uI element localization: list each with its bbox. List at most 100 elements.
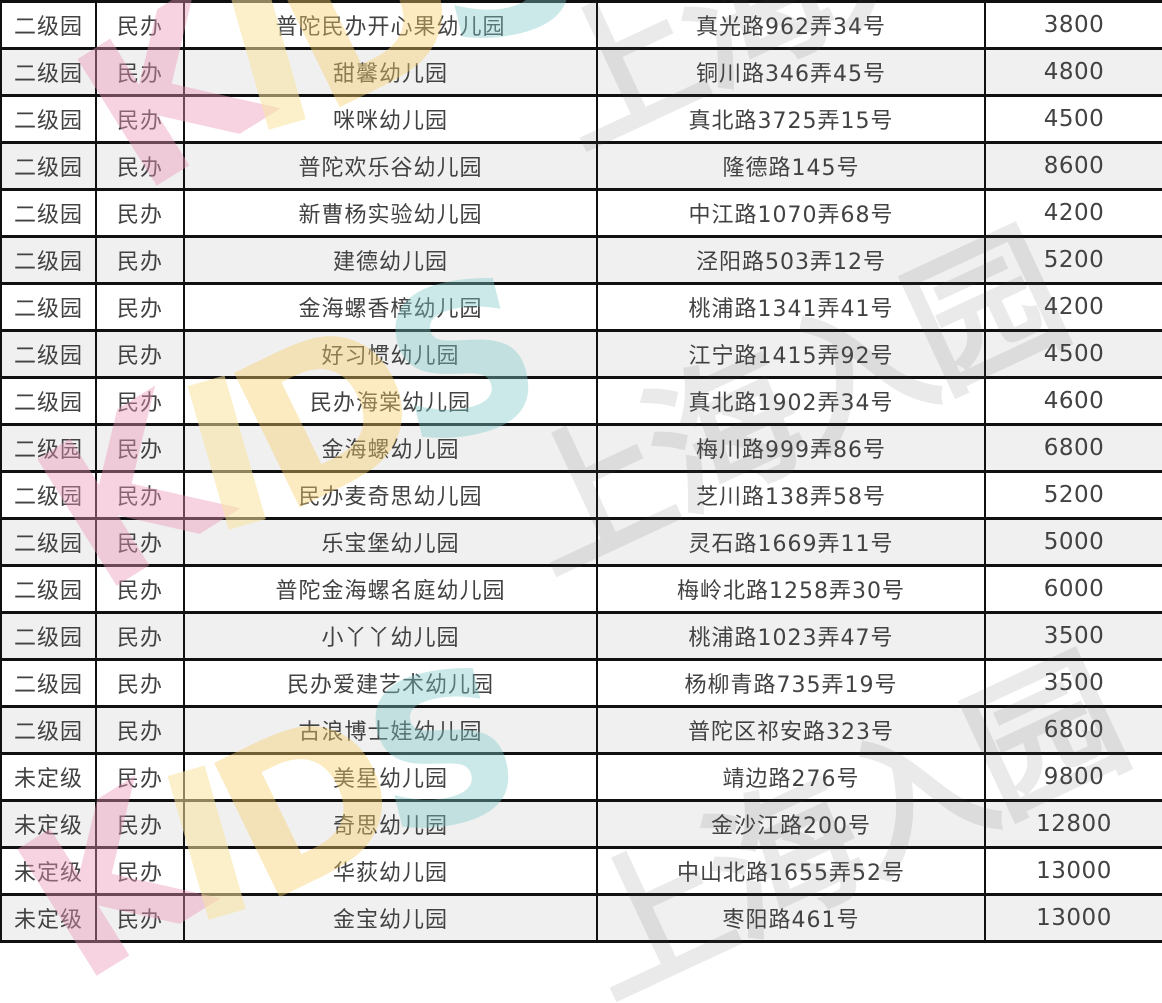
price-cell: 6800 [984,423,1162,473]
price-cell: 5000 [984,517,1162,567]
type-cell: 民办 [95,188,185,238]
level-cell: 未定级 [0,846,97,896]
price-cell: 4200 [984,282,1162,332]
type-cell: 民办 [95,0,185,50]
price-cell: 4800 [984,47,1162,97]
price-cell: 4500 [984,329,1162,379]
table-row: 二级园 民办 甜馨幼儿园 铜川路346弄45号 4800 [0,47,1162,97]
type-cell: 民办 [95,329,185,379]
price-cell: 4500 [984,94,1162,144]
address-cell: 真北路1902弄34号 [596,376,986,426]
price-cell: 12800 [984,799,1162,849]
address-cell: 铜川路346弄45号 [596,47,986,97]
name-cell: 民办海棠幼儿园 [183,376,598,426]
type-cell: 民办 [95,564,185,614]
address-cell: 泾阳路503弄12号 [596,235,986,285]
address-cell: 枣阳路461号 [596,893,986,943]
level-cell: 二级园 [0,611,97,661]
name-cell: 普陀民办开心果幼儿园 [183,0,598,50]
address-cell: 金沙江路200号 [596,799,986,849]
price-cell: 3800 [984,0,1162,50]
address-cell: 杨柳青路735弄19号 [596,658,986,708]
price-cell: 4600 [984,376,1162,426]
name-cell: 金海螺香樟幼儿园 [183,282,598,332]
price-cell: 13000 [984,846,1162,896]
level-cell: 二级园 [0,329,97,379]
table-row: 未定级 民办 华荻幼儿园 中山北路1655弄52号 13000 [0,846,1162,896]
name-cell: 建德幼儿园 [183,235,598,285]
price-cell: 3500 [984,611,1162,661]
name-cell: 好习惯幼儿园 [183,329,598,379]
name-cell: 甜馨幼儿园 [183,47,598,97]
type-cell: 民办 [95,611,185,661]
level-cell: 二级园 [0,470,97,520]
level-cell: 未定级 [0,893,97,943]
level-cell: 二级园 [0,705,97,755]
price-cell: 9800 [984,752,1162,802]
address-cell: 真光路962弄34号 [596,0,986,50]
address-cell: 灵石路1669弄11号 [596,517,986,567]
type-cell: 民办 [95,235,185,285]
address-cell: 靖边路276号 [596,752,986,802]
type-cell: 民办 [95,141,185,191]
table-row: 二级园 民办 民办麦奇思幼儿园 芝川路138弄58号 5200 [0,470,1162,520]
table-row: 二级园 民办 民办海棠幼儿园 真北路1902弄34号 4600 [0,376,1162,426]
level-cell: 未定级 [0,752,97,802]
type-cell: 民办 [95,893,185,943]
table-row: 二级园 民办 古浪博士娃幼儿园 普陀区祁安路323号 6800 [0,705,1162,755]
name-cell: 奇思幼儿园 [183,799,598,849]
name-cell: 新曹杨实验幼儿园 [183,188,598,238]
address-cell: 桃浦路1341弄41号 [596,282,986,332]
type-cell: 民办 [95,423,185,473]
level-cell: 二级园 [0,517,97,567]
level-cell: 二级园 [0,94,97,144]
address-cell: 芝川路138弄58号 [596,470,986,520]
type-cell: 民办 [95,517,185,567]
price-cell: 6800 [984,705,1162,755]
address-cell: 普陀区祁安路323号 [596,705,986,755]
level-cell: 未定级 [0,799,97,849]
price-cell: 4200 [984,188,1162,238]
table-row: 二级园 民办 乐宝堡幼儿园 灵石路1669弄11号 5000 [0,517,1162,567]
price-cell: 3500 [984,658,1162,708]
name-cell: 华荻幼儿园 [183,846,598,896]
name-cell: 普陀欢乐谷幼儿园 [183,141,598,191]
type-cell: 民办 [95,799,185,849]
address-cell: 梅岭北路1258弄30号 [596,564,986,614]
type-cell: 民办 [95,752,185,802]
table-row: 二级园 民办 新曹杨实验幼儿园 中江路1070弄68号 4200 [0,188,1162,238]
table-row: 二级园 民办 金海螺香樟幼儿园 桃浦路1341弄41号 4200 [0,282,1162,332]
address-cell: 真北路3725弄15号 [596,94,986,144]
table-row: 二级园 民办 普陀民办开心果幼儿园 真光路962弄34号 3800 [0,0,1162,50]
table-row: 二级园 民办 普陀欢乐谷幼儿园 隆德路145号 8600 [0,141,1162,191]
level-cell: 二级园 [0,376,97,426]
address-cell: 隆德路145号 [596,141,986,191]
level-cell: 二级园 [0,564,97,614]
address-cell: 桃浦路1023弄47号 [596,611,986,661]
level-cell: 二级园 [0,188,97,238]
level-cell: 二级园 [0,0,97,50]
type-cell: 民办 [95,846,185,896]
level-cell: 二级园 [0,423,97,473]
name-cell: 美星幼儿园 [183,752,598,802]
table-row: 二级园 民办 民办爱建艺术幼儿园 杨柳青路735弄19号 3500 [0,658,1162,708]
table-row: 二级园 民办 普陀金海螺名庭幼儿园 梅岭北路1258弄30号 6000 [0,564,1162,614]
table-row: 二级园 民办 小丫丫幼儿园 桃浦路1023弄47号 3500 [0,611,1162,661]
table-row: 未定级 民办 美星幼儿园 靖边路276号 9800 [0,752,1162,802]
type-cell: 民办 [95,94,185,144]
price-cell: 5200 [984,235,1162,285]
price-cell: 8600 [984,141,1162,191]
table-row: 二级园 民办 好习惯幼儿园 江宁路1415弄92号 4500 [0,329,1162,379]
address-cell: 中江路1070弄68号 [596,188,986,238]
name-cell: 咪咪幼儿园 [183,94,598,144]
address-cell: 中山北路1655弄52号 [596,846,986,896]
type-cell: 民办 [95,282,185,332]
kindergarten-table: 二级园 民办 普陀民办开心果幼儿园 真光路962弄34号 3800 二级园 民办 甜馨幼儿园铜… [0,0,1162,943]
type-cell: 民办 [95,376,185,426]
level-cell: 二级园 [0,658,97,708]
price-cell: 13000 [984,893,1162,943]
table-row: 二级园 民办 咪咪幼儿园 真北路3725弄15号 4500 [0,94,1162,144]
table-row: 未定级 民办 金宝幼儿园 枣阳路461号 13000 [0,893,1162,943]
level-cell: 二级园 [0,235,97,285]
